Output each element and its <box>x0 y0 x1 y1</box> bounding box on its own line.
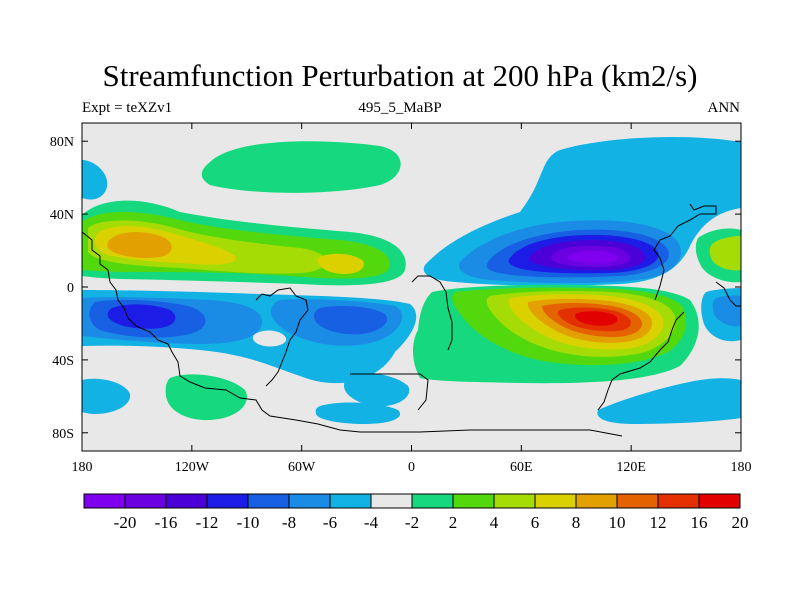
colorbar-swatch <box>329 493 372 509</box>
coastlines <box>82 203 741 437</box>
colorbar-label: -4 <box>364 513 379 532</box>
colorbar-label: 8 <box>572 513 581 532</box>
colorbar-swatch <box>698 493 741 509</box>
colorbar-label: -6 <box>323 513 337 532</box>
colorbar-label: -2 <box>405 513 419 532</box>
contour-fill <box>165 374 247 421</box>
colorbar-swatch <box>247 493 290 509</box>
contour-fill <box>82 378 131 414</box>
contour-fill <box>574 311 618 326</box>
colorbar-swatch <box>657 493 700 509</box>
contour-fill <box>567 250 618 264</box>
contour-fill <box>709 236 741 271</box>
plot-area <box>82 123 741 451</box>
colorbar-label: 10 <box>609 513 626 532</box>
x-tick-label: 180 <box>731 460 752 475</box>
contour-fill <box>315 402 401 424</box>
colorbar-label: 16 <box>691 513 708 532</box>
colorbar-swatch <box>616 493 659 509</box>
coastline-south-america <box>255 287 309 387</box>
contour-fill <box>317 253 365 274</box>
x-tick-label: 60W <box>288 460 316 475</box>
y-tick-label: 80S <box>52 427 74 442</box>
season-label: ANN <box>707 100 741 116</box>
colorbar-label: -16 <box>155 513 178 532</box>
x-tick-label: 60E <box>510 460 533 475</box>
experiment-label: Expt = teXZv1 <box>82 100 173 116</box>
x-tick-label: 180 <box>72 460 93 475</box>
colorbar-swatch <box>411 493 454 509</box>
colorbar-label: 4 <box>490 513 499 532</box>
colorbar: -20 -16 -12 -10 -8 -6 -4 -2 2 4 6 8 10 12 16 20 <box>83 493 749 532</box>
colorbar-label: 2 <box>449 513 458 532</box>
coastline-antarctica <box>350 373 429 411</box>
y-tick-label: 80N <box>50 135 74 150</box>
colorbar-swatch <box>206 493 249 509</box>
colorbar-swatch <box>165 493 208 509</box>
coastline-africa <box>411 275 453 351</box>
y-tick-label: 0 <box>67 281 74 296</box>
contour-fill <box>313 306 388 335</box>
colorbar-swatch <box>370 493 413 509</box>
chart-title: Streamfunction Perturbation at 200 hPa (… <box>102 58 698 93</box>
colorbar-label: -20 <box>114 513 137 532</box>
axis-ticks: 180 120W 60W 0 60E 120E 180 80N 40N 0 40S 80S <box>50 123 752 475</box>
colorbar-swatch <box>83 493 126 509</box>
colorbar-swatch <box>493 493 536 509</box>
contour-fill <box>201 141 401 193</box>
colorbar-swatch <box>124 493 167 509</box>
contour-fill <box>82 160 108 200</box>
colorbar-swatch <box>452 493 495 509</box>
x-tick-label: 0 <box>408 460 415 475</box>
case-label: 495_5_MaBP <box>358 100 442 116</box>
contour-fill <box>107 232 172 259</box>
colorbar-swatch <box>288 493 331 509</box>
colorbar-label: 6 <box>531 513 540 532</box>
colorbar-label: -10 <box>237 513 260 532</box>
colorbar-label: -12 <box>196 513 219 532</box>
contour-fill <box>252 330 287 347</box>
colorbar-swatch <box>575 493 618 509</box>
contour-fill <box>597 378 741 424</box>
contour-fill <box>344 372 410 407</box>
colorbar-label: 12 <box>650 513 667 532</box>
x-tick-label: 120W <box>175 460 210 475</box>
colorbar-swatch <box>534 493 577 509</box>
coastline-asia <box>653 203 717 301</box>
colorbar-label: 20 <box>732 513 749 532</box>
x-tick-label: 120E <box>616 460 646 475</box>
coastline-east <box>715 281 741 307</box>
coastline-australia <box>597 311 685 411</box>
y-tick-label: 40S <box>52 354 74 369</box>
colorbar-label: -8 <box>282 513 296 532</box>
contour-fills <box>82 136 741 424</box>
coastline-americas <box>82 231 623 437</box>
y-tick-label: 40N <box>50 208 74 223</box>
